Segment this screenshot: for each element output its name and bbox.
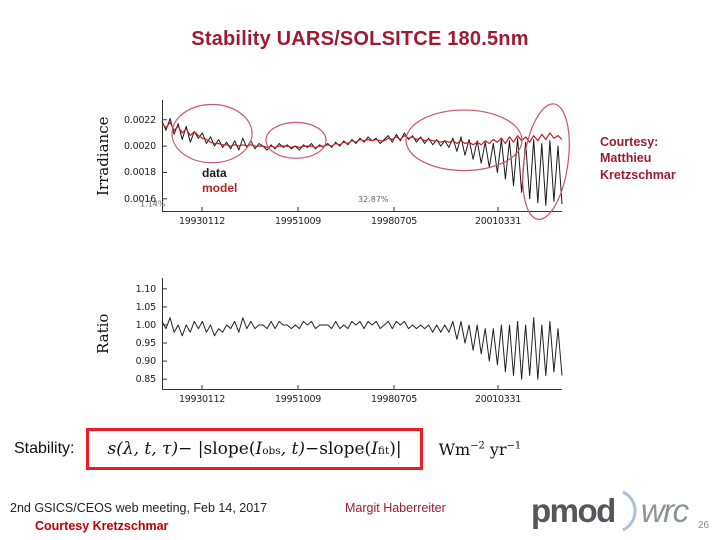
stability-row: Stability: s(λ, t, τ) − | slope( I obs ,… (14, 423, 521, 475)
equation-I1: I (255, 439, 263, 459)
equation-sub-obs: obs (262, 445, 281, 457)
equation-slope2: slope( (319, 439, 372, 459)
xtick-label: 19951009 (275, 394, 321, 405)
page-number: 26 (698, 520, 710, 531)
xtick-label: 20010331 (475, 216, 521, 227)
stability-label: Stability: (14, 440, 75, 457)
stability-equation-box: s(λ, t, τ) − | slope( I obs , t) − slope… (86, 428, 423, 470)
ytick-label: 0.0018 (123, 167, 156, 179)
footer-courtesy: Courtesy Kretzschmar (35, 519, 169, 533)
ytick-label: 1.00 (135, 319, 157, 331)
ytick-label: 0.0022 (123, 114, 156, 126)
svg-text:1.14%: 1.14% (140, 199, 166, 208)
xtick-label: 19980705 (371, 216, 417, 227)
equation-close: )| (389, 439, 402, 459)
equation-minus: − | (178, 439, 204, 459)
ytick-label: 1.10 (135, 283, 157, 295)
equation-lhs: s(λ, t, τ) (107, 439, 179, 459)
legend-data-label: data (202, 166, 227, 180)
logo-wrc-text: wrc (640, 492, 689, 529)
xtick-label: 19951009 (275, 216, 321, 227)
logo-pmod-text: pmod (531, 492, 616, 529)
ytick-label: 0.85 (135, 374, 157, 386)
equation-minus2: − (304, 439, 320, 459)
ytick-label: 1.05 (135, 301, 157, 313)
xtick-label: 19980705 (371, 394, 417, 405)
ytick-label: 0.0020 (123, 141, 156, 153)
units-wm: Wm (438, 439, 471, 459)
ratio-chart (161, 278, 563, 390)
units-exp1: −1 (506, 440, 522, 452)
ratio-ytick-labels: 1.10 1.05 1.00 0.95 0.90 0.85 (114, 278, 158, 390)
equation-arg-t: , t) (280, 439, 305, 459)
equation-sub-fit: fit (377, 445, 390, 457)
irradiance-xtick-labels: 19930112 19951009 19980705 20010331 (162, 216, 562, 228)
equation-slope1: slope( (203, 439, 256, 459)
logo-arc-icon (622, 490, 637, 532)
irradiance-axis-label: Irradiance (94, 116, 112, 196)
ytick-label: 0.95 (135, 338, 157, 350)
equation-I2: I (371, 439, 378, 459)
courtesy-note: Courtesy: Matthieu Kretzschmar (600, 135, 676, 182)
slide-title: Stability UARS/SOLSITCE 180.5nm (191, 28, 529, 50)
irradiance-ytick-labels: 0.0022 0.0020 0.0018 0.0016 (114, 100, 158, 212)
units-label: Wm−2 yr−1 (439, 440, 522, 459)
legend-model-label: model (202, 181, 238, 195)
ytick-label: 0.0016 (123, 193, 156, 205)
footer-author: Margit Haberreiter (345, 501, 446, 515)
xtick-label: 19930112 (179, 216, 225, 227)
figure-irradiance-ratio: Irradiance 0.0022 0.0020 0.0018 0.0016 1.14… (90, 88, 590, 433)
xtick-label: 20010331 (475, 394, 521, 405)
footer-meeting-text: 2nd GSICS/CEOS web meeting, Feb 14, 2017 (10, 501, 268, 515)
chart-legend: data model (202, 166, 237, 196)
irradiance-chart: 1.14% 32.87% (140, 100, 570, 220)
ratio-axis-label: Ratio (94, 313, 112, 355)
xtick-label: 19930112 (179, 394, 225, 405)
units-yr: yr (484, 439, 507, 459)
svg-text:32.87%: 32.87% (358, 195, 389, 204)
pmod-wrc-logo: pmod wrc (531, 489, 689, 533)
ytick-label: 0.90 (135, 356, 157, 368)
units-exp2: −2 (470, 440, 485, 452)
ratio-xtick-labels: 19930112 19951009 19980705 20010331 (162, 394, 562, 406)
